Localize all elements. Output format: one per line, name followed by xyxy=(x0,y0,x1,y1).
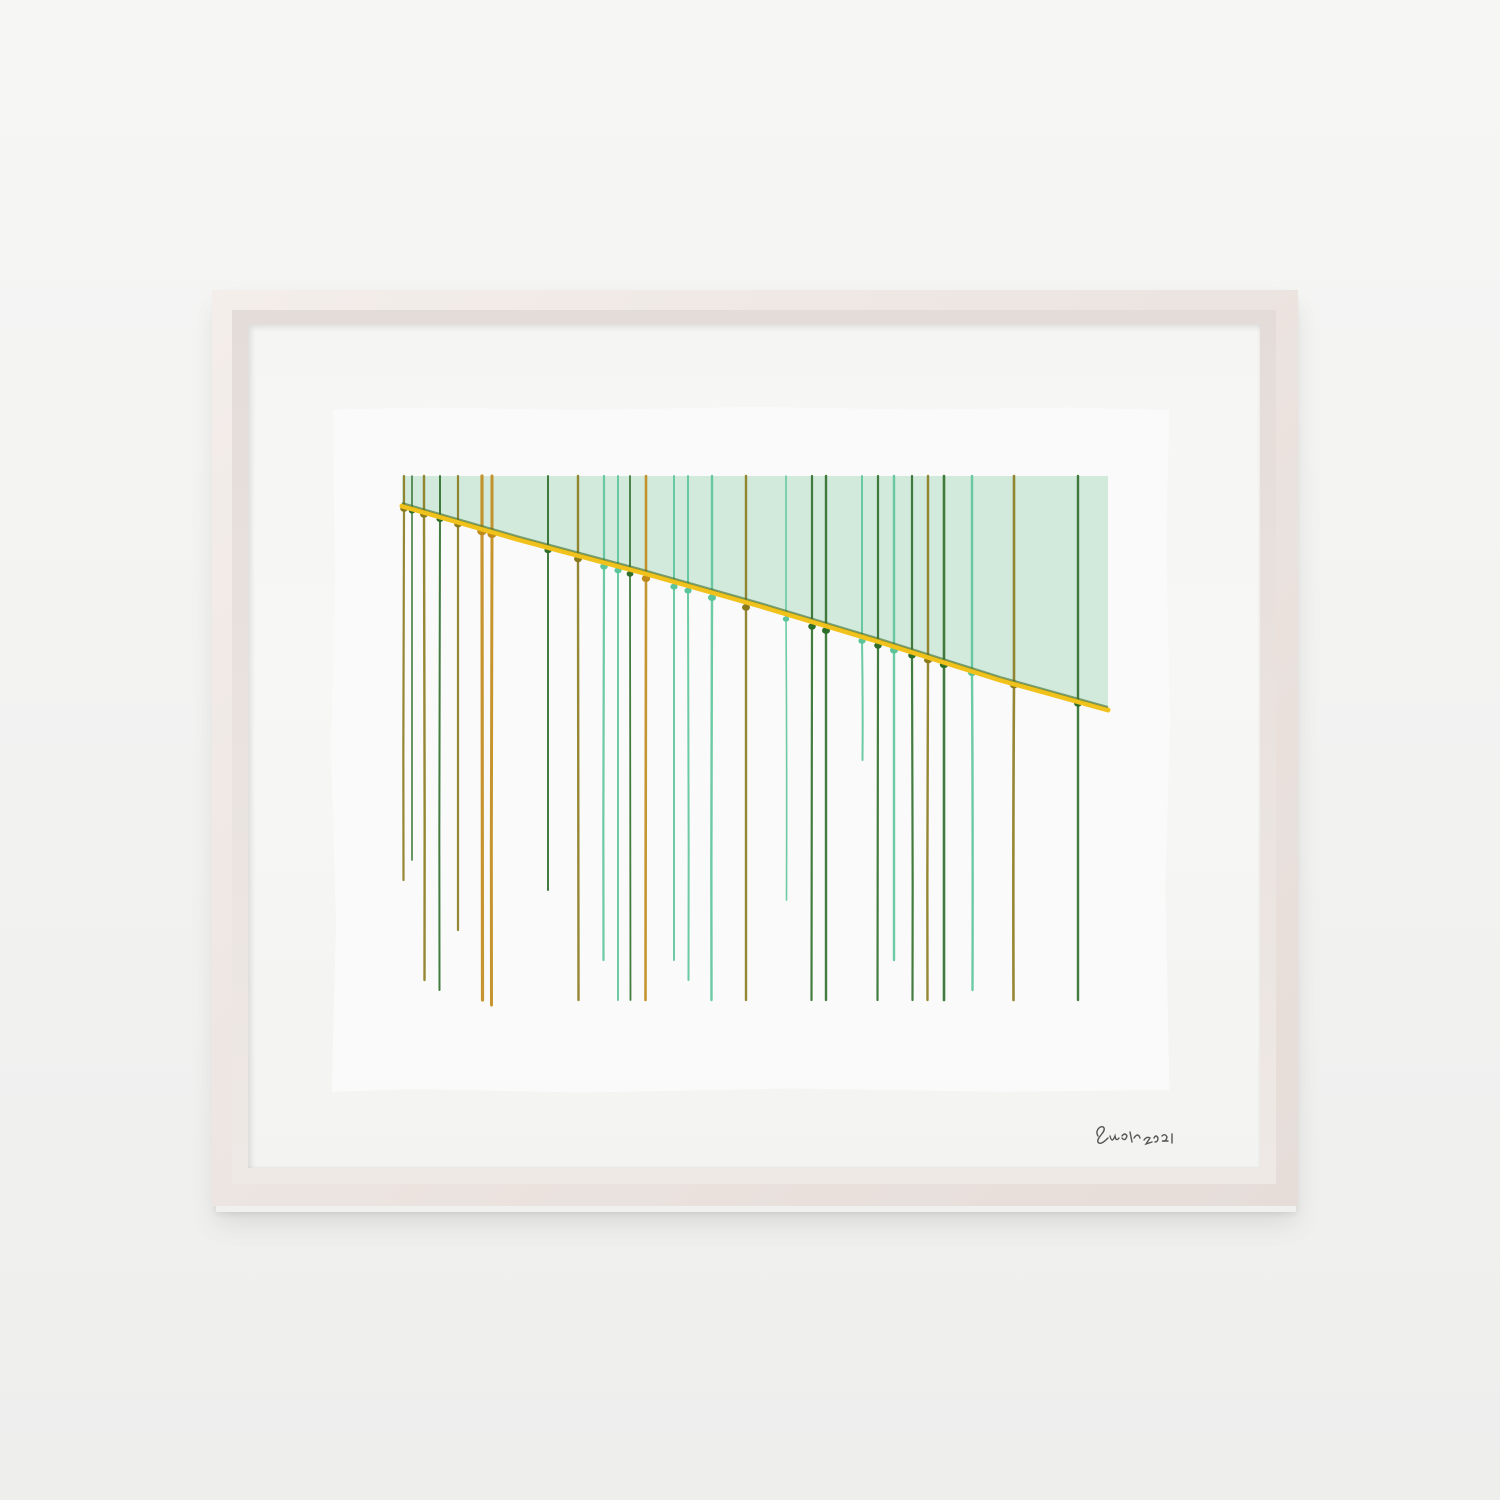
drip-line xyxy=(687,475,690,981)
drip-line xyxy=(422,474,426,982)
artist-signature xyxy=(1092,1118,1182,1152)
diagonal-dark-edge xyxy=(401,502,1109,708)
green-wash-area xyxy=(402,476,1108,708)
drip-line xyxy=(710,474,714,1002)
drip-line xyxy=(576,474,580,1002)
drip-blob xyxy=(808,623,816,630)
drip-line xyxy=(876,474,880,1002)
drip-line xyxy=(644,474,648,1002)
drip-line xyxy=(810,474,814,1002)
drip-line xyxy=(602,474,606,962)
drip-blob xyxy=(684,587,692,594)
drip-blob xyxy=(626,571,634,577)
drip-line xyxy=(785,475,788,901)
drip-line xyxy=(926,474,930,1002)
drip-line xyxy=(910,474,914,1002)
drip-line xyxy=(970,474,974,992)
drip-blob xyxy=(708,594,716,601)
drip-line xyxy=(480,474,485,1002)
drip-blob xyxy=(782,616,790,622)
drip-blob xyxy=(742,604,750,611)
drip-line xyxy=(402,474,406,882)
drip-line xyxy=(1012,474,1016,1002)
yellow-diagonal-band xyxy=(399,503,1111,713)
signature-mark xyxy=(1096,1126,1173,1146)
drip-line xyxy=(861,475,864,761)
drip-line xyxy=(629,475,632,1001)
drip-lines xyxy=(400,474,1082,1007)
drip-line xyxy=(489,474,494,1007)
drip-line xyxy=(438,475,441,991)
drip-blob xyxy=(670,583,678,590)
